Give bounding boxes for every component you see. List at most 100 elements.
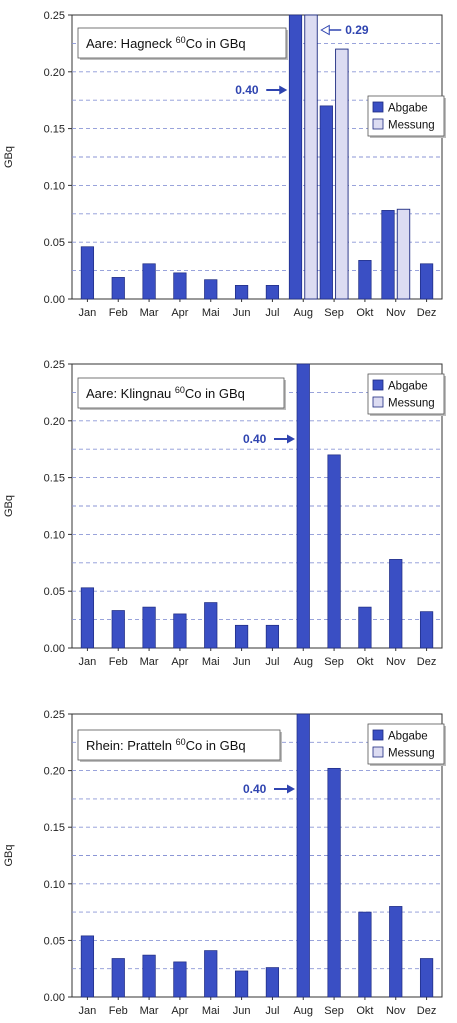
x-tick-label: Jun bbox=[233, 307, 251, 319]
bar-abgabe-jul bbox=[265, 967, 280, 998]
legend-label-abgabe: Abgabe bbox=[388, 103, 428, 115]
bar-abgabe-okt bbox=[358, 606, 372, 649]
bar-abgabe-dez bbox=[419, 958, 434, 998]
x-tick-label: Okt bbox=[356, 1005, 373, 1017]
annotation-arrow-head bbox=[279, 85, 288, 95]
bar-abgabe-mar bbox=[142, 954, 156, 998]
bar-abgabe-jan bbox=[80, 246, 95, 300]
legend-label-abgabe: Abgabe bbox=[388, 731, 428, 743]
bar-messung-sep bbox=[335, 48, 349, 300]
bar-abgabe-jun bbox=[234, 285, 249, 300]
y-tick-label: 0.20 bbox=[44, 416, 65, 428]
y-tick-label: 0.25 bbox=[44, 709, 65, 721]
bar-abgabe-sep bbox=[327, 454, 341, 649]
annotation-label: 0.29 bbox=[345, 23, 369, 37]
y-tick-label: 0.25 bbox=[44, 359, 65, 371]
legend: Abgabe Messung bbox=[367, 723, 446, 766]
x-tick-label: Mai bbox=[202, 307, 220, 319]
y-tick-label: 0.00 bbox=[44, 294, 65, 306]
x-tick-label: Feb bbox=[109, 656, 128, 668]
x-tick-label: Aug bbox=[293, 307, 313, 319]
annotation-arrow-head bbox=[287, 784, 295, 794]
chart-panel-2: 0.00 0.05 0.10 0.15 0.20 0.25 GBq Jan Feb Mar Apr M… bbox=[3, 359, 446, 668]
bar-abgabe-aug bbox=[288, 14, 303, 300]
title-box bbox=[77, 729, 281, 761]
bar-abgabe-sep bbox=[327, 767, 341, 998]
x-tick-label: Apr bbox=[171, 1005, 188, 1017]
bar-abgabe-apr bbox=[173, 272, 187, 300]
bar-abgabe-mai bbox=[204, 279, 218, 300]
x-tick-label: Nov bbox=[386, 656, 406, 668]
y-tick-label: 0.15 bbox=[44, 822, 65, 834]
bar-abgabe-jun bbox=[234, 970, 249, 998]
x-tick-label: Dez bbox=[417, 656, 437, 668]
chart-panel-1: 0.00 0.05 0.10 0.15 0.20 0.25 GBq Jan Feb Mar Apr M… bbox=[3, 10, 446, 319]
y-tick-label: 0.20 bbox=[44, 67, 65, 79]
x-tick-label: Okt bbox=[356, 307, 373, 319]
y-tick-label: 0.00 bbox=[44, 643, 65, 655]
chart-title-suffix: Co in GBq bbox=[185, 386, 245, 401]
x-tick-label: Jul bbox=[265, 307, 279, 319]
y-tick-label: 0.00 bbox=[44, 992, 65, 1004]
x-tick-label: Aug bbox=[293, 656, 313, 668]
legend-swatch-messung bbox=[372, 396, 384, 408]
bar-abgabe-jul bbox=[265, 624, 280, 649]
annotation-arrow-head bbox=[287, 434, 295, 444]
bar-abgabe-apr bbox=[173, 613, 187, 649]
legend-swatch-abgabe bbox=[372, 729, 384, 741]
x-tick-label: Apr bbox=[171, 656, 188, 668]
bar-abgabe-feb bbox=[111, 610, 125, 649]
chart-title-suffix: Co in GBq bbox=[186, 36, 246, 51]
bar-abgabe-jan bbox=[80, 935, 95, 998]
x-tick-label: Jun bbox=[233, 656, 251, 668]
x-tick-label: Jan bbox=[79, 307, 97, 319]
bar-messung-nov bbox=[396, 208, 411, 300]
y-axis-label: GBq bbox=[3, 146, 15, 168]
bar-abgabe-nov bbox=[389, 906, 403, 998]
x-tick-label: Dez bbox=[417, 1005, 437, 1017]
chart-title: Aare: Hagneck 60Co in GBq bbox=[86, 35, 246, 51]
bar-abgabe-dez bbox=[419, 263, 434, 300]
x-tick-label: Mar bbox=[140, 656, 159, 668]
bar-abgabe-nov bbox=[389, 559, 403, 649]
x-tick-label: Okt bbox=[356, 656, 373, 668]
x-tick-label: Jan bbox=[79, 656, 97, 668]
x-tick-label: Feb bbox=[109, 307, 128, 319]
x-tick-label: Dez bbox=[417, 307, 437, 319]
x-tick-label: Feb bbox=[109, 1005, 128, 1017]
bar-abgabe-apr bbox=[173, 961, 187, 998]
chart-title-prefix: Rhein: Pratteln bbox=[86, 738, 176, 753]
legend-swatch-abgabe bbox=[372, 379, 384, 391]
legend-swatch-messung bbox=[372, 118, 384, 130]
x-tick-label: Sep bbox=[324, 656, 344, 668]
bar-abgabe-jul bbox=[265, 285, 280, 300]
title-box bbox=[77, 377, 285, 409]
x-tick-label: Sep bbox=[324, 1005, 344, 1017]
y-axis-label: GBq bbox=[3, 495, 15, 517]
bar-abgabe-mai bbox=[204, 602, 218, 649]
y-tick-label: 0.25 bbox=[44, 10, 65, 22]
x-tick-label: Jul bbox=[265, 656, 279, 668]
bar-messung-aug bbox=[304, 14, 318, 300]
y-tick-label: 0.20 bbox=[44, 766, 65, 778]
bar-abgabe-nov bbox=[381, 210, 395, 300]
x-tick-label: Mar bbox=[140, 307, 159, 319]
legend-label-messung: Messung bbox=[388, 120, 435, 132]
annotation-label: 0.40 bbox=[243, 782, 267, 796]
y-tick-label: 0.10 bbox=[44, 529, 65, 541]
bar-abgabe-mai bbox=[204, 950, 218, 998]
y-axis-label: GBq bbox=[3, 844, 15, 866]
legend-swatch-messung bbox=[372, 746, 384, 758]
chart-title-prefix: Aare: Klingnau bbox=[86, 386, 175, 401]
y-tick-label: 0.05 bbox=[44, 935, 65, 947]
legend-swatch-abgabe bbox=[372, 101, 384, 113]
bar-abgabe-feb bbox=[111, 958, 125, 998]
bar-abgabe-feb bbox=[111, 277, 125, 300]
chart-title-prefix: Aare: Hagneck bbox=[86, 36, 176, 51]
chart-title-superscript: 60 bbox=[176, 737, 186, 747]
y-tick-label: 0.15 bbox=[44, 124, 65, 136]
chart-title-superscript: 60 bbox=[175, 385, 185, 395]
x-tick-label: Sep bbox=[324, 307, 344, 319]
bar-abgabe-mar bbox=[142, 263, 156, 300]
x-tick-label: Jan bbox=[79, 1005, 97, 1017]
